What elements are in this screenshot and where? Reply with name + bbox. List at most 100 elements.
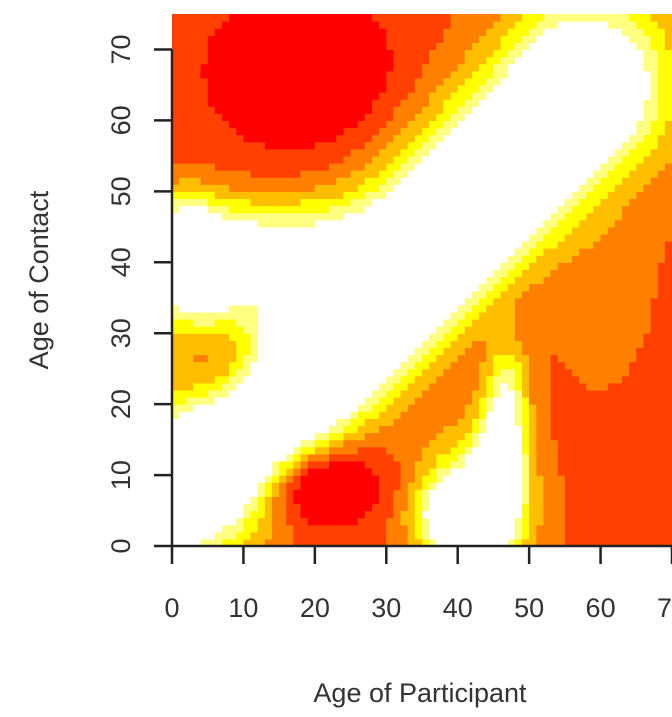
heatmap-cell: [257, 503, 266, 512]
heatmap-cell: [329, 148, 337, 157]
heatmap-cell: [614, 255, 623, 263]
heatmap-cell: [257, 170, 266, 178]
heatmap-cell: [250, 326, 259, 334]
heatmap-cell: [250, 297, 259, 306]
heatmap-cell: [250, 361, 259, 370]
heatmap-cell: [329, 113, 337, 121]
heatmap-cell: [236, 233, 245, 242]
heatmap-cell: [300, 170, 309, 178]
heatmap-cell: [336, 304, 345, 313]
heatmap-cell: [564, 170, 573, 178]
heatmap-cell: [593, 496, 602, 505]
heatmap-cell: [450, 205, 459, 214]
heatmap-cell: [636, 240, 645, 249]
heatmap-cell: [372, 226, 380, 235]
heatmap-cell: [522, 155, 530, 164]
heatmap-cell: [572, 42, 580, 51]
heatmap-cell: [436, 517, 445, 526]
heatmap-cell: [550, 453, 559, 462]
heatmap-cell: [329, 382, 337, 391]
heatmap-cell: [629, 467, 637, 476]
heatmap-cell: [514, 233, 523, 242]
heatmap-cell: [457, 127, 466, 136]
heatmap-cell: [650, 269, 659, 278]
heatmap-cell: [472, 70, 480, 79]
heatmap-cell: [557, 311, 566, 320]
heatmap-cell: [193, 184, 202, 192]
heatmap-cell: [236, 446, 245, 455]
heatmap-cell: [264, 496, 273, 505]
heatmap-cell: [629, 269, 637, 278]
heatmap-cell: [636, 134, 645, 143]
heatmap-cell: [279, 361, 287, 370]
heatmap-cell: [636, 92, 645, 100]
heatmap-cell: [186, 205, 195, 214]
heatmap-cell: [457, 262, 466, 270]
heatmap-cell: [557, 92, 566, 100]
heatmap-cell: [536, 134, 545, 143]
heatmap-cell: [593, 240, 602, 249]
heatmap-cell: [614, 198, 623, 207]
heatmap-cell: [379, 361, 387, 370]
heatmap-cell: [629, 120, 637, 129]
heatmap-cell: [200, 467, 209, 476]
heatmap-cell: [557, 177, 566, 185]
heatmap-cell: [472, 184, 480, 192]
heatmap-cell: [522, 269, 530, 278]
heatmap-cell: [486, 148, 495, 157]
heatmap-cell: [514, 240, 523, 249]
heatmap-cell: [279, 269, 287, 278]
heatmap-cell: [222, 212, 230, 221]
heatmap-cell: [407, 418, 416, 427]
heatmap-cell: [257, 460, 266, 469]
heatmap-cell: [507, 198, 516, 207]
heatmap-cell: [179, 233, 187, 242]
heatmap-cell: [386, 255, 395, 263]
heatmap-cell: [243, 127, 252, 136]
heatmap-cell: [457, 240, 466, 249]
heatmap-cell: [307, 460, 316, 469]
heatmap-cell: [364, 155, 373, 164]
heatmap-cell: [572, 496, 580, 505]
heatmap-cell: [350, 347, 359, 356]
heatmap-cell: [372, 361, 380, 370]
heatmap-cell: [479, 404, 487, 412]
heatmap-cell: [457, 524, 466, 533]
heatmap-cell: [493, 425, 502, 434]
heatmap-cell: [472, 262, 480, 270]
heatmap-cell: [243, 326, 252, 334]
heatmap-cell: [622, 467, 630, 476]
heatmap-cell: [550, 304, 559, 313]
heatmap-cell: [272, 77, 280, 86]
heatmap-cell: [272, 127, 280, 136]
heatmap-cell: [522, 106, 530, 114]
heatmap-cell: [229, 340, 237, 348]
heatmap-cell: [279, 404, 287, 412]
heatmap-cell: [314, 148, 323, 157]
heatmap-cell: [286, 482, 295, 490]
heatmap-cell: [457, 538, 466, 547]
heatmap-cell: [514, 311, 523, 320]
heatmap-cell: [507, 177, 516, 185]
heatmap-cell: [400, 63, 409, 72]
heatmap-cell: [564, 404, 573, 412]
heatmap-cell: [579, 368, 587, 377]
heatmap-cell: [500, 347, 509, 356]
heatmap-cell: [643, 319, 652, 327]
heatmap-cell: [279, 63, 287, 72]
heatmap-cell: [493, 531, 502, 540]
heatmap-cell: [407, 240, 416, 249]
heatmap-cell: [214, 439, 223, 448]
heatmap-cell: [422, 56, 430, 65]
heatmap-cell: [614, 290, 623, 299]
heatmap-cell: [664, 255, 672, 263]
heatmap-cell: [472, 99, 480, 107]
heatmap-cell: [622, 482, 630, 490]
heatmap-cell: [386, 226, 395, 235]
heatmap-cell: [436, 432, 445, 441]
heatmap-cell: [636, 361, 645, 370]
heatmap-cell: [357, 170, 366, 178]
heatmap-cell: [636, 340, 645, 348]
heatmap-cell: [386, 219, 395, 228]
heatmap-cell: [379, 283, 387, 292]
